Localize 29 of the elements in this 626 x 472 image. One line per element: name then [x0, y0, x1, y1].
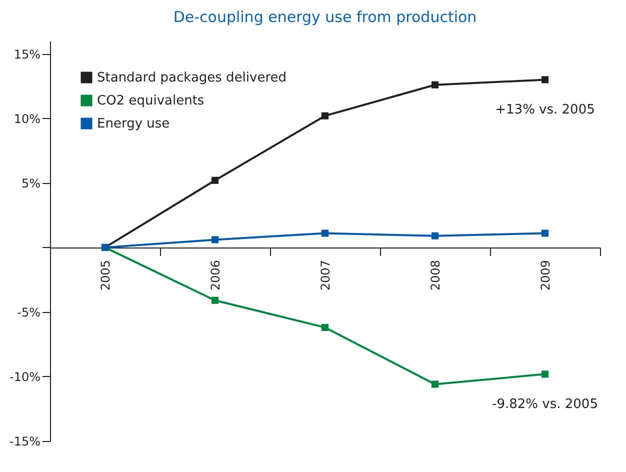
annotation: +13% vs. 2005 [495, 102, 595, 118]
point [321, 324, 329, 331]
y-tick-label: 10% [14, 112, 40, 126]
point [431, 232, 439, 240]
x-tick-label: 2006 [208, 260, 222, 290]
x-tick-label: 2008 [428, 260, 442, 290]
point [321, 112, 329, 120]
legend-label: Energy use [97, 116, 170, 132]
point [431, 81, 439, 88]
x-tick-label: 2005 [98, 260, 112, 290]
point [431, 380, 439, 388]
legend-label: Standard packages delivered [97, 70, 287, 86]
y-tick-label: -15% [9, 434, 40, 448]
point [211, 236, 219, 244]
y-tick-label: 15% [14, 47, 40, 62]
point [541, 370, 549, 378]
y-tick-label: 5% [21, 176, 40, 190]
legend-label: CO2 equivalents [97, 94, 204, 108]
chart-title: De-coupling energy use from production [173, 8, 477, 26]
x-tick-label: 2009 [538, 260, 552, 290]
point [541, 76, 549, 84]
point [211, 296, 219, 304]
point [211, 176, 219, 184]
y-tick-label: -5% [17, 305, 40, 320]
point [541, 230, 549, 237]
y-tick-label: -10% [9, 370, 40, 384]
point [321, 230, 329, 237]
annotation: -9.82% vs. 2005 [492, 397, 598, 412]
x-tick-label: 2007 [318, 260, 332, 290]
